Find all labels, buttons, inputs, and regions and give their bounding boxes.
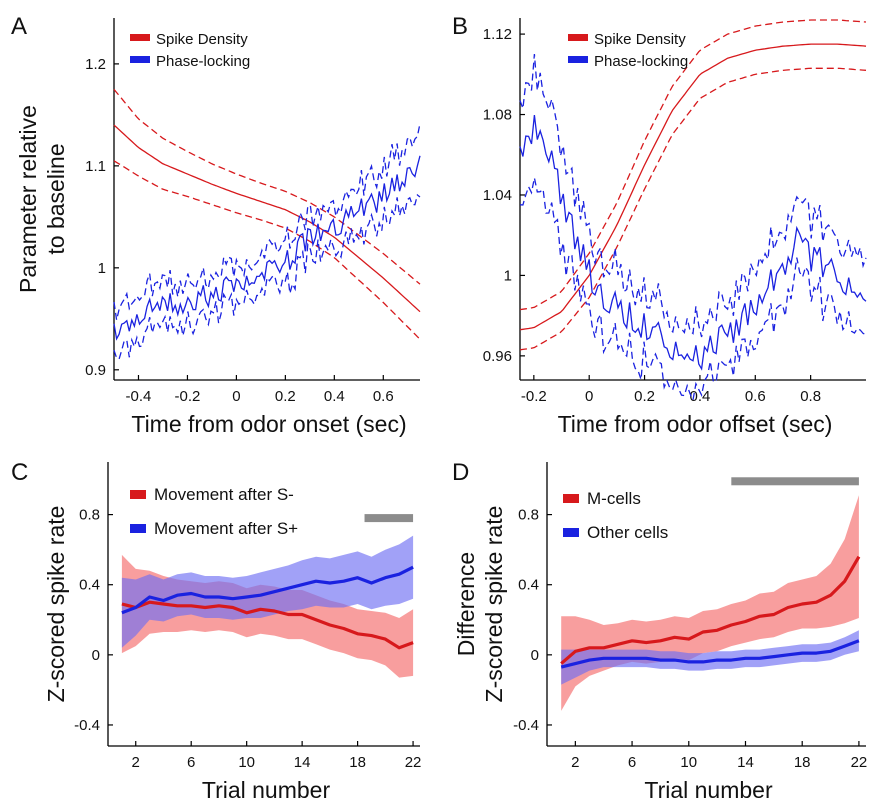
x-tick-label: 2 [132, 754, 140, 771]
legend-swatch-red [130, 34, 150, 41]
legend-label-red: Spike Density [156, 31, 248, 48]
y-tick-label: 0.9 [85, 362, 106, 379]
x-tick-label: 0.8 [800, 388, 821, 405]
x-tick-label: -0.4 [126, 388, 152, 405]
legend-swatch-blue [130, 524, 146, 533]
x-tick-label: 6 [628, 754, 636, 771]
legend-swatch-blue [130, 56, 150, 63]
y-axis-label: Z-scored spike rate [43, 506, 69, 703]
significance-bar [731, 477, 859, 486]
y-tick-label: 0.4 [518, 577, 539, 594]
error-upper-dashed [113, 88, 421, 285]
y-tick-label: 1.04 [483, 187, 512, 204]
x-axis-label: Time from odor onset (sec) [131, 411, 406, 437]
legend-swatch-blue [563, 528, 579, 537]
legend-label-red: Movement after S- [154, 485, 294, 504]
x-tick-label: 0.4 [324, 388, 345, 405]
error-upper-dashed [519, 54, 867, 338]
panel-c: -0.4 0 0.4 0.8 2 6 10 14 18 22 Trial number Z-score… [43, 462, 421, 802]
legend-swatch-red [130, 490, 146, 499]
x-tick-label: 0.2 [275, 388, 296, 405]
x-tick-label: 0.6 [745, 388, 766, 405]
x-tick-label: 2 [571, 754, 579, 771]
x-tick-label: 22 [405, 754, 422, 771]
y-axis-label: to baseline [43, 143, 69, 254]
panel-letter-d: D [452, 459, 469, 486]
legend-swatch-blue [568, 56, 588, 63]
y-tick-label: 1.12 [483, 26, 512, 43]
x-tick-label: 6 [187, 754, 195, 771]
y-axis-label: Z-scored spike rate [481, 506, 507, 703]
legend-swatch-red [563, 494, 579, 503]
series-line-blue [560, 639, 860, 669]
y-tick-label: 1 [504, 267, 512, 284]
panel-letter-c: C [11, 459, 28, 486]
error-band-blue [121, 535, 414, 648]
series-line-blue [121, 565, 414, 615]
legend-label-blue: Movement after S+ [154, 519, 298, 538]
panel-a: 0.9 1 1.1 1.2 -0.4 -0.2 0 0.2 0.4 0.6 Time from od… [15, 18, 421, 437]
x-tick-label: 18 [794, 754, 811, 771]
series-line-red [113, 124, 421, 313]
error-upper-dashed [113, 123, 421, 321]
error-lower-dashed [113, 160, 421, 340]
panel-b: 0.96 1 1.04 1.08 1.12 -0.2 0 0.2 0.4 0.6 0.8 Time f… [483, 18, 867, 437]
error-lower-dashed [519, 67, 867, 351]
y-tick-label: -0.4 [513, 717, 539, 734]
x-tick-label: 14 [294, 754, 311, 771]
series-line-blue [519, 115, 867, 371]
x-tick-label: -0.2 [521, 388, 547, 405]
error-lower-dashed [113, 193, 421, 360]
y-tick-label: 1.2 [85, 56, 106, 73]
series-line-red [519, 43, 867, 331]
x-tick-label: 0.4 [689, 388, 710, 405]
x-tick-label: 10 [238, 754, 255, 771]
y-tick-label: 0.4 [79, 577, 100, 594]
x-tick-label: 0.6 [373, 388, 394, 405]
y-tick-label: -0.4 [74, 717, 100, 734]
x-tick-label: 0 [232, 388, 240, 405]
legend-label-blue: Phase-locking [156, 53, 250, 70]
y-tick-label: 0.8 [79, 507, 100, 524]
y-tick-label: 0.96 [483, 348, 512, 365]
y-axis-label: Difference [453, 552, 479, 656]
legend-label-blue: Phase-locking [594, 53, 688, 70]
legend-swatch-red [568, 34, 588, 41]
series-line-red [560, 555, 861, 665]
error-upper-dashed [519, 19, 867, 311]
x-tick-label: 0.2 [634, 388, 655, 405]
error-lower-dashed [519, 177, 867, 402]
x-axis-label: Trial number [202, 777, 331, 802]
x-tick-label: -0.2 [175, 388, 201, 405]
panel-letter-a: A [11, 13, 27, 40]
x-tick-label: 18 [349, 754, 366, 771]
legend-label-blue: Other cells [587, 523, 668, 542]
error-band-blue [561, 630, 859, 685]
y-axis-label: Parameter relative [15, 105, 41, 293]
x-axis-label: Trial number [644, 777, 773, 802]
x-tick-label: 14 [737, 754, 754, 771]
x-axis-label: Time from odor offset (sec) [558, 411, 833, 437]
series-line-red [121, 600, 414, 650]
y-tick-label: 1.08 [483, 107, 512, 124]
y-tick-label: 0.8 [518, 507, 539, 524]
legend-label-red: Spike Density [594, 31, 686, 48]
panel-d: -0.4 0 0.4 0.8 2 6 10 14 18 22 Trial number Differe… [453, 462, 867, 802]
x-tick-label: 22 [851, 754, 868, 771]
x-tick-label: 0 [585, 388, 593, 405]
significance-bar [364, 514, 414, 523]
panel-letter-b: B [452, 13, 468, 40]
x-tick-label: 10 [680, 754, 697, 771]
y-tick-label: 1.1 [85, 158, 106, 175]
y-tick-label: 0 [531, 647, 539, 664]
legend-label-red: M-cells [587, 489, 641, 508]
y-tick-label: 0 [92, 647, 100, 664]
series-line-blue [113, 155, 421, 341]
y-tick-label: 1 [98, 260, 106, 277]
